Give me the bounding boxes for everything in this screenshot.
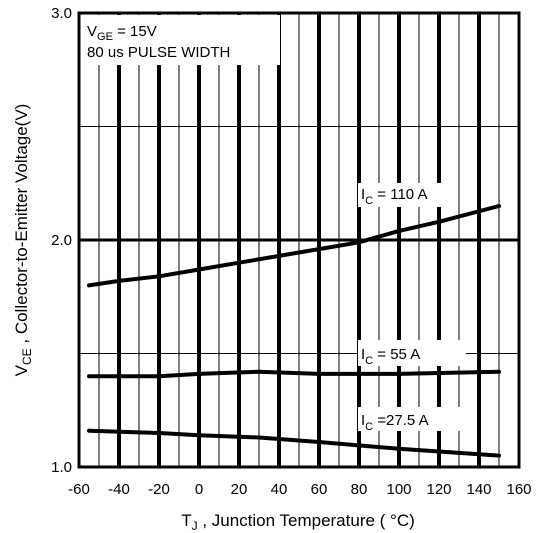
series-label-bg-110 [358, 183, 458, 207]
x-tick-label: 60 [311, 481, 328, 498]
x-axis-title: TJ , Junction Temperature ( °C) [181, 511, 415, 533]
x-tick-label: 120 [426, 481, 451, 498]
y-axis-title: VCE , Collector-to-Emitter Voltage(V) [12, 104, 34, 377]
series-label-bg-27-5 [358, 407, 462, 431]
annotation-background [81, 15, 280, 65]
x-tick-label: 40 [271, 481, 288, 498]
series-label-110: IC = 110 A [361, 186, 427, 207]
series-label-55: IC = 55 A [361, 346, 420, 367]
x-tick-label: -20 [148, 481, 170, 498]
annotation-box: VGE = 15V 80 us PULSE WIDTH [81, 15, 280, 65]
y-tick-label: 2.0 [51, 232, 72, 249]
annotation-pulse-width: 80 us PULSE WIDTH [87, 44, 230, 61]
x-tick-label: 0 [195, 481, 203, 498]
series-labels: IC = 110 A IC = 55 A IC =27.5 A [358, 183, 466, 433]
x-tick-label: 140 [466, 481, 491, 498]
plot-border [77, 11, 521, 469]
gridlines [79, 13, 519, 467]
annotation-vge: VGE = 15V [87, 23, 157, 43]
x-tick-label: 20 [231, 481, 248, 498]
x-tick-label: -40 [108, 481, 130, 498]
y-tick-labels: 1.0 2.0 3.0 [51, 5, 72, 476]
y-tick-label: 1.0 [51, 459, 72, 476]
series-label-bg-55 [358, 340, 466, 366]
y-tick-label: 3.0 [51, 5, 72, 22]
x-tick-label: -60 [68, 481, 90, 498]
series-line-2 [87, 428, 501, 458]
x-tick-labels: -60 -40 -20 0 20 40 60 80 100 120 140 160 [68, 481, 531, 498]
series-label-27-5: IC =27.5 A [361, 412, 429, 433]
x-tick-label: 100 [386, 481, 411, 498]
x-tick-label: 160 [506, 481, 531, 498]
series-line-0 [87, 204, 501, 288]
x-tick-label: 80 [351, 481, 368, 498]
series-lines [87, 204, 501, 458]
series-line-1 [87, 369, 501, 379]
